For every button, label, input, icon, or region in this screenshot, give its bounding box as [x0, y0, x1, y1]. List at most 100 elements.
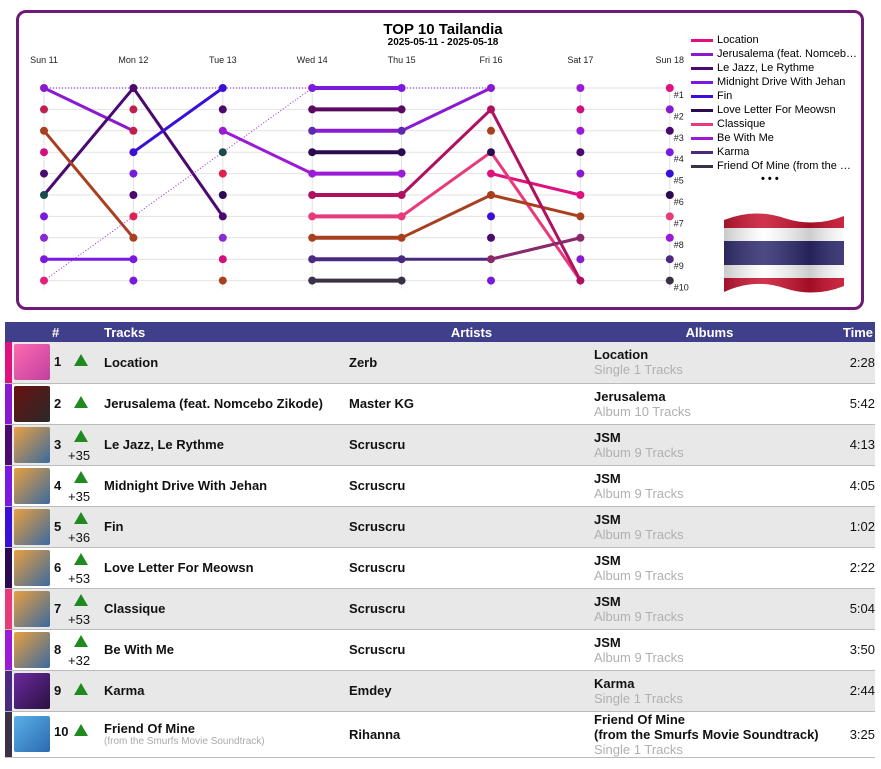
artist-cell[interactable]: Zerb	[349, 342, 594, 384]
artist-name[interactable]: Scruscru	[349, 601, 406, 616]
album-cover[interactable]	[14, 508, 50, 545]
album-cell[interactable]: JSM Album 9 Tracks	[594, 547, 825, 589]
track-cell[interactable]: Karma	[104, 670, 349, 712]
album-title[interactable]: Karma	[594, 675, 635, 691]
artist-name[interactable]: Rihanna	[349, 726, 401, 742]
artist-cell[interactable]: Scruscru	[349, 547, 594, 589]
artist-cell[interactable]: Rihanna	[349, 711, 594, 758]
album-cover[interactable]	[14, 344, 50, 381]
data-point	[487, 276, 495, 285]
artist-name[interactable]: Scruscru	[349, 560, 406, 575]
album-cover[interactable]	[14, 385, 50, 422]
up-arrow-icon	[74, 395, 88, 408]
table-row[interactable]: 1 Location Zerb Location Single 1 Tracks…	[5, 342, 875, 384]
album-cover[interactable]	[14, 590, 50, 627]
legend-item: Be With Me	[691, 131, 861, 145]
track-cell[interactable]: Jerusalema (feat. Nomcebo Zikode)	[104, 383, 349, 425]
track-title[interactable]: Classique	[104, 601, 166, 616]
artist-cell[interactable]: Scruscru	[349, 629, 594, 671]
track-title[interactable]: Location	[104, 354, 159, 370]
artist-cell[interactable]: Scruscru	[349, 506, 594, 548]
album-title[interactable]: JSM	[594, 429, 621, 445]
album-cover[interactable]	[14, 716, 50, 752]
album-cell[interactable]: JSM Album 9 Tracks	[594, 465, 825, 507]
row-color-bar	[5, 547, 12, 589]
artist-name[interactable]: Zerb	[349, 354, 378, 370]
data-point	[576, 148, 585, 157]
track-title[interactable]: Be With Me	[104, 642, 174, 657]
track-cell[interactable]: Location	[104, 342, 349, 384]
artist-name[interactable]: Scruscru	[349, 642, 406, 657]
artist-cell[interactable]: Scruscru	[349, 465, 594, 507]
data-point	[397, 169, 406, 178]
album-cover[interactable]	[14, 426, 50, 463]
track-cell[interactable]: Fin	[104, 506, 349, 548]
artist-cell[interactable]: Scruscru	[349, 424, 594, 466]
table-row[interactable]: 3 +35 Le Jazz, Le Rythme Scruscru JSM Al…	[5, 424, 875, 466]
artist-name[interactable]: Scruscru	[349, 437, 406, 452]
track-title[interactable]: Love Letter For Meowsn	[104, 560, 254, 575]
album-title[interactable]: JSM	[594, 511, 621, 527]
legend-item: Midnight Drive With Jehan	[691, 75, 861, 89]
album-title[interactable]: Friend Of Mine (from the Smurfs Movie So…	[594, 711, 819, 742]
album-cell[interactable]: Karma Single 1 Tracks	[594, 670, 825, 712]
album-info: Album 9 Tracks	[594, 649, 684, 665]
album-title[interactable]: JSM	[594, 470, 621, 486]
data-point	[308, 255, 317, 264]
table-row[interactable]: 6 +53 Love Letter For Meowsn Scruscru JS…	[5, 547, 875, 589]
album-title[interactable]: Location	[594, 347, 649, 363]
artist-name[interactable]: Scruscru	[349, 519, 406, 534]
artist-cell[interactable]: Master KG	[349, 383, 594, 425]
album-cover[interactable]	[14, 549, 50, 586]
track-title[interactable]: Friend Of Mine	[104, 721, 195, 736]
album-cover[interactable]	[14, 631, 50, 668]
data-point	[397, 126, 406, 135]
track-title[interactable]: Jerusalema (feat. Nomcebo Zikode)	[104, 396, 323, 411]
track-cell[interactable]: Be With Me	[104, 629, 349, 671]
data-point	[40, 84, 48, 92]
track-title[interactable]: Le Jazz, Le Rythme	[104, 437, 224, 452]
track-cell[interactable]: Friend Of Mine (from the Smurfs Movie Sou…	[104, 711, 349, 758]
artist-cell[interactable]: Emdey	[349, 670, 594, 712]
time-header[interactable]: Time	[825, 322, 875, 342]
data-point	[129, 233, 138, 242]
album-cell[interactable]: Friend Of Mine (from the Smurfs Movie So…	[594, 711, 825, 758]
album-cell[interactable]: JSM Album 9 Tracks	[594, 588, 825, 630]
rank-header[interactable]: #	[52, 322, 104, 342]
table-row[interactable]: 2 Jerusalema (feat. Nomcebo Zikode) Mast…	[5, 383, 875, 425]
table-row[interactable]: 9 Karma Emdey Karma Single 1 Tracks 2:44	[5, 670, 875, 712]
table-row[interactable]: 4 +35 Midnight Drive With Jehan Scruscru…	[5, 465, 875, 507]
track-cell[interactable]: Love Letter For Meowsn	[104, 547, 349, 589]
table-row[interactable]: 7 +53 Classique Scruscru JSM Album 9 Tra…	[5, 588, 875, 630]
albums-header[interactable]: Albums	[594, 322, 825, 342]
album-cell[interactable]: Jerusalema Album 10 Tracks	[594, 383, 825, 425]
artist-name[interactable]: Scruscru	[349, 478, 406, 493]
track-cell[interactable]: Le Jazz, Le Rythme	[104, 424, 349, 466]
track-title[interactable]: Karma	[104, 683, 145, 698]
artist-name[interactable]: Master KG	[349, 396, 415, 411]
artists-header[interactable]: Artists	[349, 322, 594, 342]
album-cell[interactable]: JSM Album 9 Tracks	[594, 629, 825, 671]
track-cell[interactable]: Midnight Drive With Jehan	[104, 465, 349, 507]
table-row[interactable]: 5 +36 Fin Scruscru JSM Album 9 Tracks 1:…	[5, 506, 875, 548]
legend-label: Midnight Drive With Jehan	[717, 76, 846, 88]
track-title[interactable]: Fin	[104, 519, 124, 534]
artist-name[interactable]: Emdey	[349, 683, 392, 698]
album-cover[interactable]	[14, 672, 50, 709]
artist-cell[interactable]: Scruscru	[349, 588, 594, 630]
rank-cell: 10	[52, 711, 104, 758]
album-title[interactable]: Jerusalema	[594, 388, 666, 404]
table-row[interactable]: 10 Friend Of Mine (from the Smurfs Movie …	[5, 711, 875, 758]
album-cell[interactable]: JSM Album 9 Tracks	[594, 424, 825, 466]
album-cell[interactable]: JSM Album 9 Tracks	[594, 506, 825, 548]
duration: 1:02	[825, 506, 875, 548]
album-cell[interactable]: Location Single 1 Tracks	[594, 342, 825, 384]
track-cell[interactable]: Classique	[104, 588, 349, 630]
tracks-header[interactable]: Tracks	[104, 322, 349, 342]
album-cover[interactable]	[14, 467, 50, 504]
track-title[interactable]: Midnight Drive With Jehan	[104, 478, 268, 493]
table-row[interactable]: 8 +32 Be With Me Scruscru JSM Album 9 Tr…	[5, 629, 875, 671]
album-title[interactable]: JSM	[594, 593, 621, 609]
album-title[interactable]: JSM	[594, 634, 621, 650]
album-title[interactable]: JSM	[594, 552, 621, 568]
